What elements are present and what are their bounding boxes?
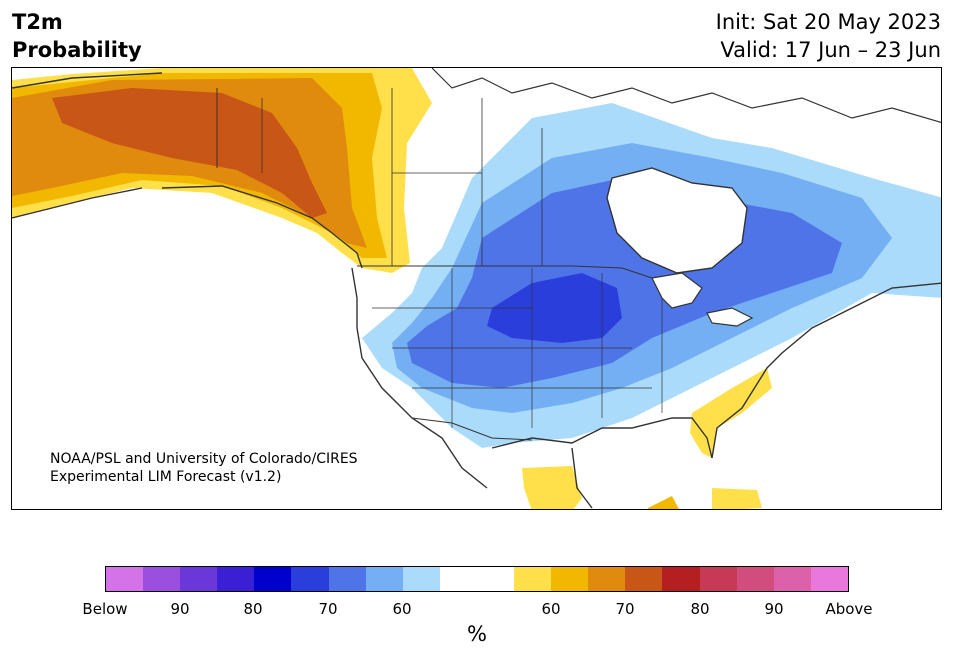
- credit-line-1: NOAA/PSL and University of Colorado/CIRE…: [50, 451, 358, 467]
- colorbar-segment: [625, 567, 663, 591]
- colorbar-tick-label: 80: [243, 600, 263, 618]
- colorbar-segment: [810, 567, 848, 591]
- colorbar-segment: [514, 567, 552, 591]
- colorbar-ticks: Below 90 80 70 60 60 70 80 90 Above: [0, 600, 953, 620]
- credit-line-2: Experimental LIM Forecast (v1.2): [50, 469, 282, 485]
- forecast-map: NOAA/PSL and University of Colorado/CIRE…: [11, 67, 942, 510]
- colorbar-segment: [291, 567, 329, 591]
- colorbar-segment: [736, 567, 774, 591]
- warm-region-southeast: [690, 368, 772, 458]
- map-canvas: [12, 68, 941, 509]
- border-us-canada: [357, 265, 653, 279]
- coastline-west: [351, 267, 488, 489]
- border-us-mexico: [411, 417, 533, 441]
- init-date: Init: Sat 20 May 2023: [715, 10, 941, 34]
- colorbar-segment: [551, 567, 589, 591]
- colorbar-segment: [365, 567, 403, 591]
- states: [372, 268, 663, 428]
- forecast-dates: Init: Sat 20 May 2023 Valid: 17 Jun – 23…: [716, 8, 941, 64]
- warm-region-mexico: [522, 466, 582, 509]
- colorbar-segment: [143, 567, 181, 591]
- colorbar-segment: [662, 567, 700, 591]
- colorbar-tick-label: 90: [764, 600, 784, 618]
- colorbar-segment: [180, 567, 218, 591]
- colorbar-tick-label: 90: [170, 600, 190, 618]
- colorbar-tick-label: 60: [541, 600, 561, 618]
- colorbar: [105, 566, 849, 592]
- colorbar-segment: [217, 567, 255, 591]
- colorbar-segment: [588, 567, 626, 591]
- coastline-hudson-bay: [606, 167, 748, 274]
- map-title: T2m Probability: [12, 8, 142, 64]
- colorbar-tick-label: 80: [690, 600, 710, 618]
- colorbar-tick-label: 70: [318, 600, 338, 618]
- coastline-arctic: [431, 68, 941, 124]
- credit-text: NOAA/PSL and University of Colorado/CIRE…: [50, 450, 358, 486]
- colorbar-segment: [773, 567, 811, 591]
- coastline-gulf: [491, 417, 713, 509]
- colorbar-segment: [254, 567, 292, 591]
- colorbar-tick-label: Above: [825, 600, 873, 618]
- colorbar-tick-label: Below: [82, 600, 128, 618]
- valid-dates: Valid: 17 Jun – 23 Jun: [720, 38, 941, 62]
- cool-region-75: [487, 273, 622, 343]
- title-product: Probability: [12, 38, 142, 62]
- provinces: [261, 88, 543, 266]
- colorbar-segment: [106, 567, 144, 591]
- colorbar-segment: [699, 567, 737, 591]
- colorbar-segment: [402, 567, 440, 591]
- warm-region-70: [52, 88, 327, 218]
- colorbar-segment: [328, 567, 366, 591]
- coastline-alaska: [12, 72, 363, 269]
- colorbar-tick-label: 60: [392, 600, 412, 618]
- colorbar-unit: %: [467, 622, 487, 646]
- colorbar-tick-label: 70: [615, 600, 635, 618]
- warm-region-baja: [648, 496, 679, 509]
- coastline-east: [711, 282, 941, 459]
- title-variable: T2m: [12, 10, 63, 34]
- colorbar-segment: [439, 567, 477, 591]
- warm-region-caribbean: [712, 488, 762, 509]
- colorbar-segment: [476, 567, 515, 591]
